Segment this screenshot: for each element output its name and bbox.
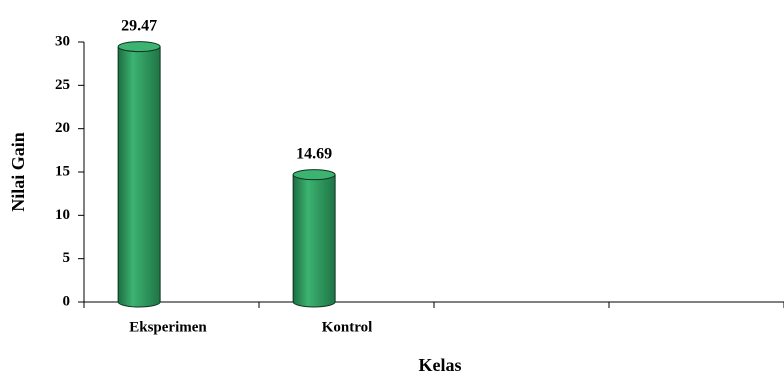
value-label: 14.69 bbox=[296, 145, 332, 162]
y-tick-label: 25 bbox=[55, 77, 70, 93]
value-label: 29.47 bbox=[121, 17, 157, 34]
bar bbox=[293, 174, 336, 302]
y-axis-title: Nilai Gain bbox=[8, 132, 28, 212]
x-axis-title: Kelas bbox=[419, 355, 462, 375]
y-tick-label: 10 bbox=[55, 207, 70, 223]
y-tick-label: 30 bbox=[55, 33, 70, 49]
y-tick-label: 15 bbox=[55, 163, 70, 179]
y-tick-label: 5 bbox=[63, 250, 71, 266]
x-tick-label: Kontrol bbox=[322, 319, 373, 335]
y-tick-label: 20 bbox=[55, 120, 70, 136]
bar bbox=[118, 46, 161, 302]
x-tick-label: Eksperimen bbox=[129, 319, 207, 335]
bar-top bbox=[117, 41, 161, 53]
y-tick-label: 0 bbox=[63, 293, 71, 309]
bar-top bbox=[292, 169, 336, 181]
